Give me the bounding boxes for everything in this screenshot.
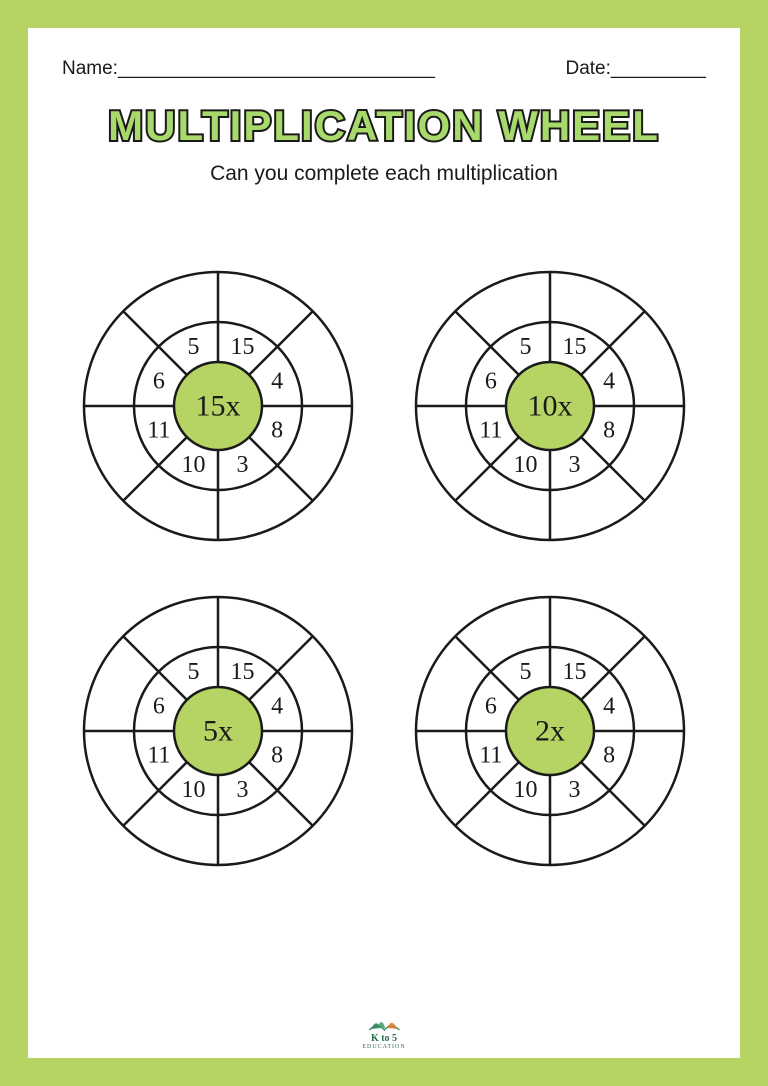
wheel-number: 3 xyxy=(568,777,580,803)
wheel-number: 6 xyxy=(153,369,165,395)
wheel-number: 8 xyxy=(271,417,283,443)
wheel-number: 15 xyxy=(562,334,586,360)
wheel-number: 8 xyxy=(603,417,615,443)
wheel-2: 15 4 83 10 11 65 5x xyxy=(78,591,358,876)
footer-logo: K to 5 EDUCATION xyxy=(362,1014,405,1050)
wheel-number: 6 xyxy=(153,694,165,720)
date-line: _________ xyxy=(611,58,706,79)
name-line: ______________________________ xyxy=(118,58,435,79)
wheel-number: 6 xyxy=(485,694,497,720)
wheel-number: 3 xyxy=(568,452,580,478)
page-subtitle: Can you complete each multiplication xyxy=(62,162,706,186)
wheel-number: 4 xyxy=(271,694,283,720)
wheel-number: 11 xyxy=(479,417,502,443)
wheel-number: 6 xyxy=(485,369,497,395)
worksheet-page: Name:______________________________ Date… xyxy=(28,28,740,1058)
wheel-hub-label: 2x xyxy=(535,715,565,748)
footer-text-bottom: EDUCATION xyxy=(362,1044,405,1050)
wheel-3: 15 4 83 10 11 65 2x xyxy=(410,591,690,876)
wheel-hub-label: 10x xyxy=(528,390,573,423)
wheel-number: 10 xyxy=(182,777,206,803)
wheel-hub-label: 5x xyxy=(203,715,233,748)
wheel-0: 15 4 83 10 11 65 15x xyxy=(78,266,358,551)
wheel-number: 3 xyxy=(236,452,248,478)
wheel-number: 10 xyxy=(514,452,538,478)
wheel-number: 4 xyxy=(271,369,283,395)
wheel-number: 15 xyxy=(562,659,586,685)
wheel-number: 8 xyxy=(271,742,283,768)
wheel-number: 15 xyxy=(230,334,254,360)
wheel-number: 4 xyxy=(603,369,615,395)
wheel-number: 15 xyxy=(230,659,254,685)
name-field: Name:______________________________ xyxy=(62,58,435,80)
wheel-number: 5 xyxy=(520,659,532,685)
wheel-number: 11 xyxy=(479,742,502,768)
wheel-number: 11 xyxy=(147,417,170,443)
date-field: Date:_________ xyxy=(565,58,706,80)
wheel-number: 8 xyxy=(603,742,615,768)
page-title: MULTIPLICATION WHEEL MULTIPLICATION WHEE… xyxy=(62,102,706,150)
wheel-number: 11 xyxy=(147,742,170,768)
wheel-number: 5 xyxy=(520,334,532,360)
wheel-number: 10 xyxy=(514,777,538,803)
name-label: Name: xyxy=(62,58,118,79)
wheel-number: 3 xyxy=(236,777,248,803)
date-label: Date: xyxy=(565,58,610,79)
header-row: Name:______________________________ Date… xyxy=(62,58,706,80)
wheel-number: 10 xyxy=(182,452,206,478)
wheel-1: 15 4 83 10 11 65 10x xyxy=(410,266,690,551)
wheel-number: 5 xyxy=(188,334,200,360)
wheel-number: 4 xyxy=(603,694,615,720)
title-fill: MULTIPLICATION WHEEL xyxy=(108,102,660,149)
wheel-number: 5 xyxy=(188,659,200,685)
wheel-hub-label: 15x xyxy=(196,390,241,423)
footer-text-top: K to 5 xyxy=(362,1033,405,1044)
book-icon xyxy=(367,1014,401,1032)
wheel-grid: 1548310116515x 1548310116510x 1548310116… xyxy=(62,266,706,876)
